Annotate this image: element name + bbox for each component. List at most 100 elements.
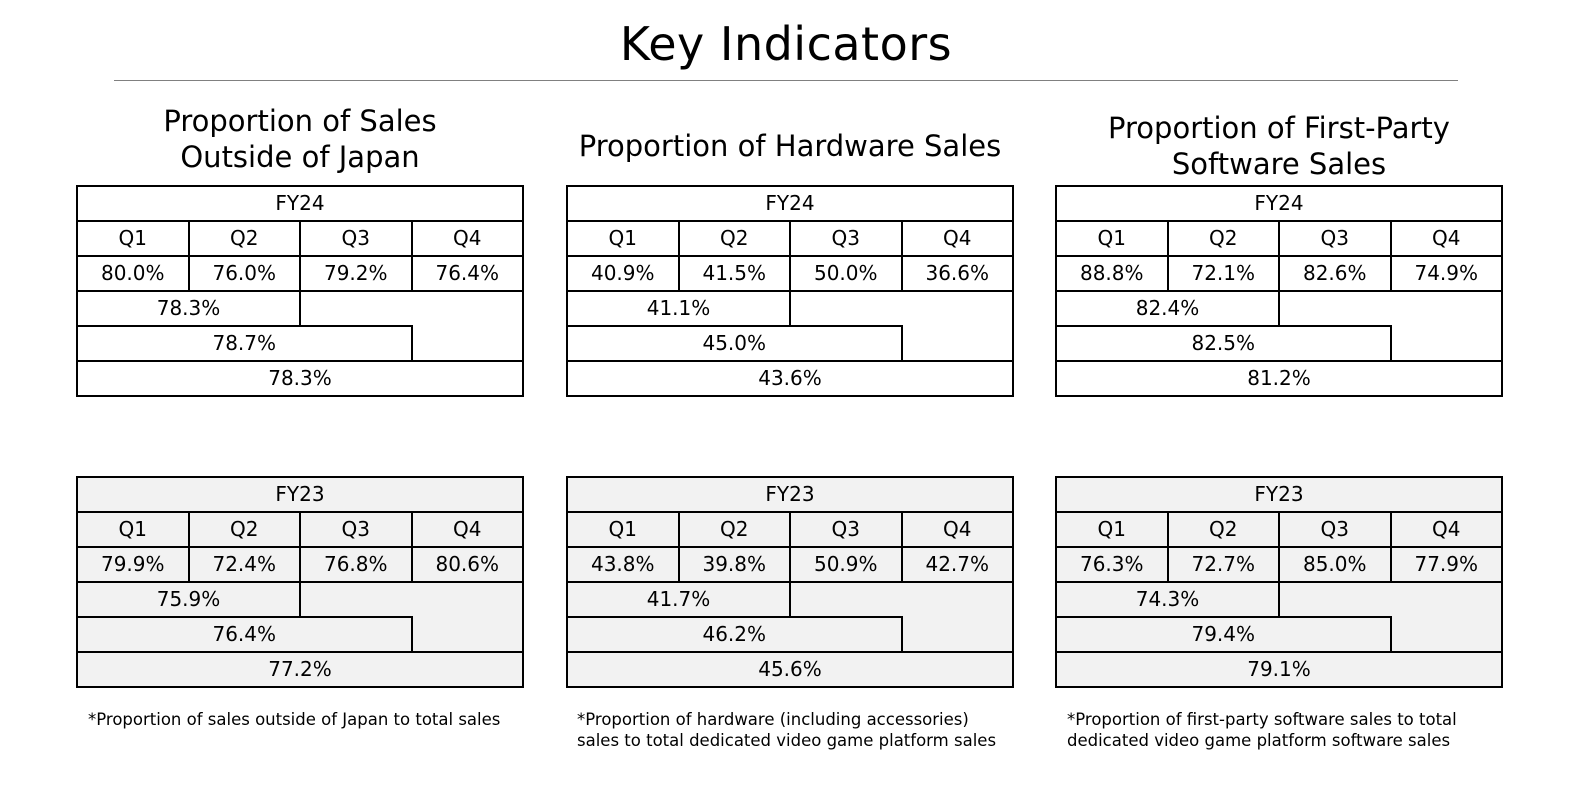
- quarter-header: Q4: [1389, 511, 1503, 548]
- quarter-value: 80.0%: [76, 255, 190, 292]
- blank-cell: [411, 326, 524, 362]
- cumulative-h1-value: 74.3%: [1055, 581, 1280, 618]
- quarter-value: 80.6%: [410, 546, 524, 583]
- quarter-header: Q1: [566, 511, 680, 548]
- blank-cell: [299, 291, 524, 326]
- fiscal-year-label: FY24: [566, 185, 1014, 222]
- quarter-header: Q2: [677, 511, 791, 548]
- fiscal-year-label: FY23: [566, 476, 1014, 513]
- fiscal-year-label: FY24: [1055, 185, 1503, 222]
- fiscal-year-label: FY23: [1055, 476, 1503, 513]
- quarter-value: 42.7%: [900, 546, 1014, 583]
- quarter-header: Q3: [299, 220, 413, 257]
- quarter-value: 82.6%: [1278, 255, 1392, 292]
- cumulative-h1-value: 82.4%: [1055, 290, 1280, 327]
- full-year-value: 43.6%: [566, 360, 1014, 397]
- quarter-header: Q2: [187, 220, 301, 257]
- cumulative-h1-value: 41.7%: [566, 581, 791, 618]
- footnote: *Proportion of sales outside of Japan to…: [88, 710, 501, 729]
- quarter-header: Q1: [76, 511, 190, 548]
- quarter-value: 72.7%: [1166, 546, 1280, 583]
- quarter-value: 36.6%: [900, 255, 1014, 292]
- cumulative-h1-value: 78.3%: [76, 290, 301, 327]
- quarter-header: Q3: [789, 220, 903, 257]
- quarter-value: 40.9%: [566, 255, 680, 292]
- quarter-value: 50.9%: [789, 546, 903, 583]
- quarter-header: Q2: [677, 220, 791, 257]
- quarter-header: Q2: [1166, 511, 1280, 548]
- quarter-value: 72.1%: [1166, 255, 1280, 292]
- cumulative-h1-value: 41.1%: [566, 290, 791, 327]
- quarter-value: 74.9%: [1389, 255, 1503, 292]
- section-hardware-sales: Proportion of Hardware Sales FY24 Q1 Q2 …: [566, 0, 1014, 801]
- quarter-header: Q4: [410, 511, 524, 548]
- quarter-value: 79.2%: [299, 255, 413, 292]
- section-heading: Proportion of First-Party Software Sales: [1108, 111, 1450, 181]
- quarter-value: 76.3%: [1055, 546, 1169, 583]
- blank-cell: [789, 291, 1014, 326]
- quarter-value: 77.9%: [1389, 546, 1503, 583]
- full-year-value: 81.2%: [1055, 360, 1503, 397]
- blank-cell: [411, 617, 524, 653]
- quarter-value: 76.4%: [410, 255, 524, 292]
- quarter-value: 79.9%: [76, 546, 190, 583]
- fy24-table: FY24 Q1 Q2 Q3 Q4 40.9% 41.5% 50.0% 36.6%…: [566, 185, 1014, 397]
- blank-cell: [1390, 326, 1503, 362]
- quarter-header: Q4: [1389, 220, 1503, 257]
- cumulative-h1-value: 75.9%: [76, 581, 301, 618]
- quarter-header: Q1: [1055, 511, 1169, 548]
- cumulative-q3-value: 82.5%: [1055, 325, 1392, 362]
- quarter-header: Q4: [410, 220, 524, 257]
- fy23-table: FY23 Q1 Q2 Q3 Q4 43.8% 39.8% 50.9% 42.7%…: [566, 476, 1014, 688]
- quarter-header: Q3: [789, 511, 903, 548]
- fiscal-year-label: FY24: [76, 185, 524, 222]
- fy24-table: FY24 Q1 Q2 Q3 Q4 80.0% 76.0% 79.2% 76.4%…: [76, 185, 524, 397]
- quarter-header: Q2: [1166, 220, 1280, 257]
- quarter-value: 85.0%: [1278, 546, 1392, 583]
- quarter-header: Q4: [900, 220, 1014, 257]
- fy23-table: FY23 Q1 Q2 Q3 Q4 79.9% 72.4% 76.8% 80.6%…: [76, 476, 524, 688]
- quarter-header: Q4: [900, 511, 1014, 548]
- quarter-header: Q3: [1278, 511, 1392, 548]
- blank-cell: [789, 582, 1014, 617]
- footnote: *Proportion of first-party software sale…: [1067, 710, 1457, 750]
- full-year-value: 45.6%: [566, 651, 1014, 688]
- blank-cell: [901, 617, 1014, 653]
- fy24-table: FY24 Q1 Q2 Q3 Q4 88.8% 72.1% 82.6% 74.9%…: [1055, 185, 1503, 397]
- quarter-header: Q1: [566, 220, 680, 257]
- blank-cell: [1390, 617, 1503, 653]
- quarter-header: Q1: [1055, 220, 1169, 257]
- section-heading: Proportion of Sales Outside of Japan: [163, 104, 437, 174]
- quarter-value: 50.0%: [789, 255, 903, 292]
- full-year-value: 77.2%: [76, 651, 524, 688]
- quarter-value: 76.0%: [187, 255, 301, 292]
- quarter-value: 39.8%: [677, 546, 791, 583]
- cumulative-q3-value: 46.2%: [566, 616, 903, 653]
- blank-cell: [901, 326, 1014, 362]
- fy23-table: FY23 Q1 Q2 Q3 Q4 76.3% 72.7% 85.0% 77.9%…: [1055, 476, 1503, 688]
- quarter-value: 72.4%: [187, 546, 301, 583]
- quarter-value: 76.8%: [299, 546, 413, 583]
- quarter-header: Q3: [1278, 220, 1392, 257]
- cumulative-q3-value: 79.4%: [1055, 616, 1392, 653]
- page-title: Key Indicators: [619, 17, 953, 71]
- blank-cell: [1278, 291, 1503, 326]
- quarter-header: Q2: [187, 511, 301, 548]
- section-heading: Proportion of Hardware Sales: [578, 129, 1002, 163]
- blank-cell: [1278, 582, 1503, 617]
- quarter-value: 88.8%: [1055, 255, 1169, 292]
- footnote: *Proportion of hardware (including acces…: [577, 710, 997, 750]
- full-year-value: 79.1%: [1055, 651, 1503, 688]
- section-first-party-software-sales: Proportion of First-Party Software Sales…: [1055, 0, 1503, 801]
- section-sales-outside-japan: Proportion of Sales Outside of Japan FY2…: [76, 0, 524, 801]
- cumulative-q3-value: 78.7%: [76, 325, 413, 362]
- cumulative-q3-value: 76.4%: [76, 616, 413, 653]
- quarter-value: 43.8%: [566, 546, 680, 583]
- quarter-value: 41.5%: [677, 255, 791, 292]
- fiscal-year-label: FY23: [76, 476, 524, 513]
- blank-cell: [299, 582, 524, 617]
- title-divider: [114, 80, 1458, 81]
- full-year-value: 78.3%: [76, 360, 524, 397]
- quarter-header: Q3: [299, 511, 413, 548]
- cumulative-q3-value: 45.0%: [566, 325, 903, 362]
